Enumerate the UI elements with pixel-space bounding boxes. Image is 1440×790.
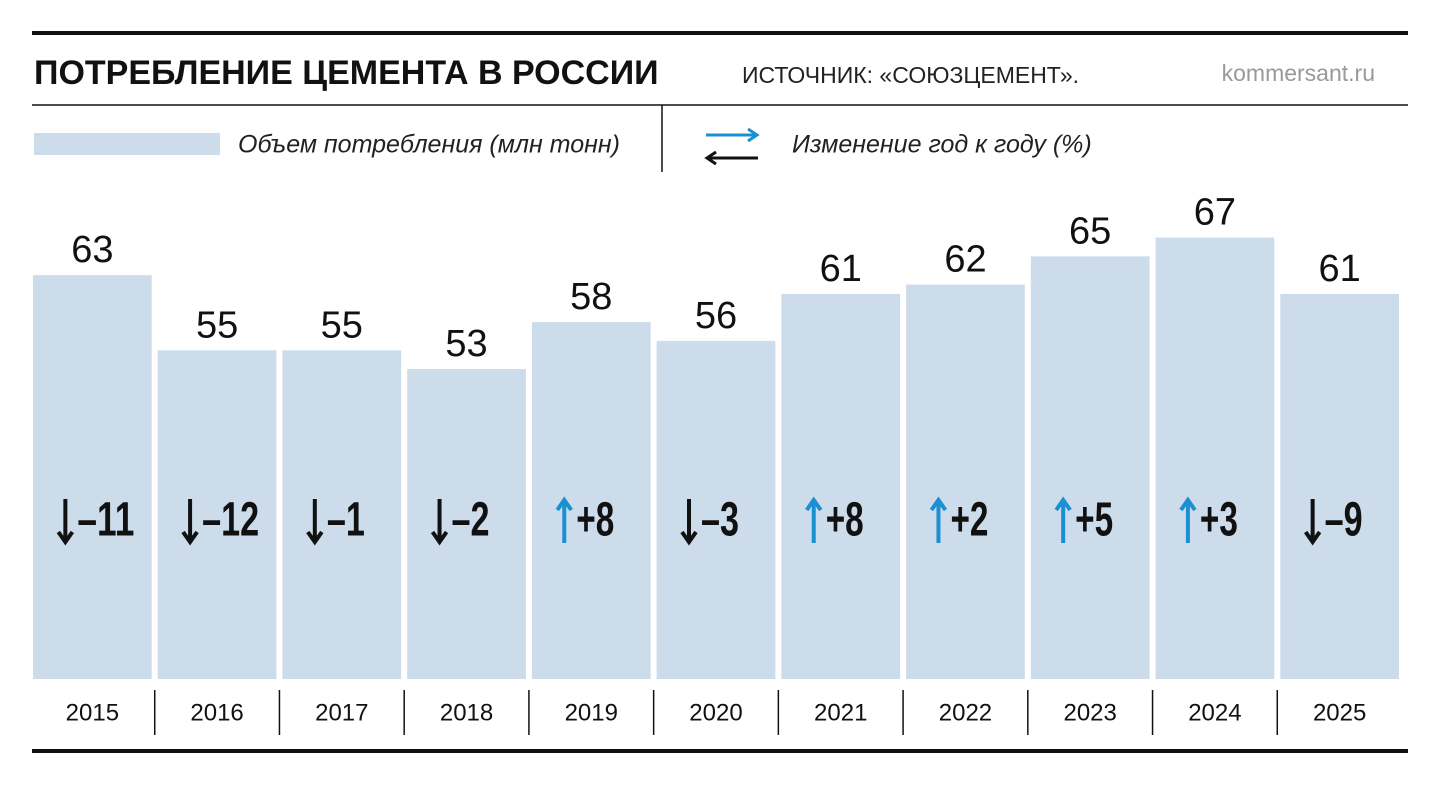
- change-label: +2: [950, 494, 988, 547]
- value-label: 67: [1194, 192, 1236, 234]
- x-tick-label: 2020: [689, 699, 742, 726]
- x-tick-label: 2016: [190, 699, 243, 726]
- change-arrow: [1179, 496, 1197, 543]
- x-tick-label: 2025: [1313, 699, 1366, 726]
- source: kommersant.ru: [1222, 60, 1375, 86]
- change-arrow: [306, 499, 324, 546]
- change-label: +8: [576, 494, 614, 547]
- bar: [781, 293, 901, 679]
- value-label: 53: [445, 323, 487, 365]
- change-arrow: [929, 496, 948, 543]
- bar: [1030, 256, 1150, 679]
- change-label: –9: [1325, 494, 1363, 547]
- x-tick-label: 2015: [66, 699, 119, 726]
- legend-swatch: [34, 133, 220, 155]
- value-label: 61: [1318, 248, 1360, 290]
- legend-label: Изменение год к году (%): [792, 131, 1092, 159]
- change-label: +5: [1075, 494, 1113, 547]
- value-label: 55: [321, 304, 363, 346]
- change-arrow: [555, 496, 573, 543]
- value-label: 62: [944, 239, 986, 281]
- chart-subtitle: ИСТОЧНИК: «СОЮЗЦЕМЕНТ».: [742, 62, 1079, 88]
- change-arrow: [1054, 496, 1072, 543]
- bar: [1280, 293, 1399, 679]
- x-tick-label: 2019: [565, 699, 618, 726]
- change-arrow: [1304, 499, 1322, 546]
- change-arrow: [56, 499, 75, 546]
- bar: [656, 340, 776, 679]
- change-label: –12: [202, 494, 259, 547]
- change-arrow: [430, 499, 449, 546]
- change-label: +8: [826, 494, 864, 547]
- bar: [157, 350, 277, 679]
- value-label: 65: [1069, 210, 1111, 252]
- change-arrow: [805, 496, 823, 543]
- change-arrow: [181, 499, 199, 546]
- legend-icon: [704, 127, 760, 166]
- value-label: 55: [196, 304, 238, 346]
- value-label: 61: [820, 248, 862, 290]
- legend-label: Объем потребления (млн тонн): [238, 131, 620, 159]
- value-label: 58: [570, 276, 612, 318]
- change-label: –11: [77, 494, 134, 547]
- x-tick-label: 2024: [1188, 699, 1241, 726]
- change-arrow: [680, 499, 698, 546]
- change-label: –2: [452, 494, 490, 547]
- change-label: –1: [327, 494, 365, 547]
- bar: [407, 369, 526, 679]
- value-label: 56: [695, 295, 737, 337]
- x-tick-label: 2022: [939, 699, 992, 726]
- value-label: 63: [71, 229, 113, 271]
- x-tick-label: 2017: [315, 699, 368, 726]
- x-tick-label: 2018: [440, 699, 493, 726]
- change-label: +3: [1200, 494, 1238, 547]
- bar: [531, 322, 651, 679]
- x-tick-label: 2023: [1063, 699, 1116, 726]
- bar: [906, 284, 1025, 679]
- x-tick-label: 2021: [814, 699, 867, 726]
- bar: [33, 275, 152, 679]
- bar: [1155, 237, 1275, 679]
- change-label: –3: [701, 494, 739, 547]
- chart-title: ПОТРЕБЛЕНИЕ ЦЕМЕНТА В РОССИИ: [34, 54, 659, 92]
- bar: [282, 350, 402, 679]
